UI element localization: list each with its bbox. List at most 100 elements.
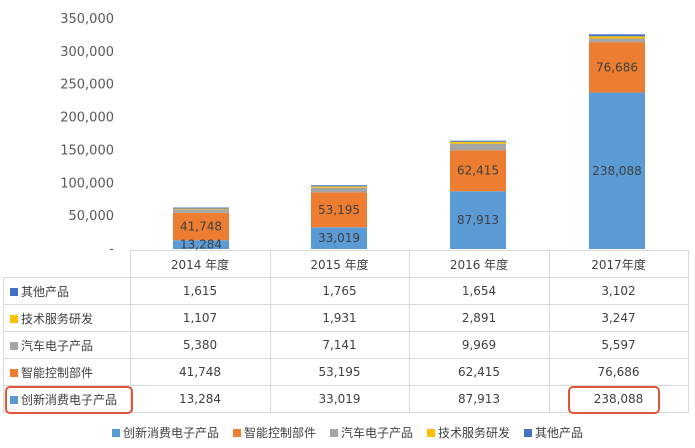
table-cell-value: 62,415 — [408, 358, 550, 386]
legend-label: 汽车电子产品 — [340, 426, 413, 440]
legend-label: 技术服务研发 — [438, 426, 511, 440]
bar-segment — [311, 227, 367, 249]
series-row-header: 智能控制部件 — [3, 358, 131, 386]
y-tick-label: 100,000 — [60, 176, 114, 191]
bar-segment — [589, 42, 645, 93]
highlight-box-row-header — [5, 386, 133, 414]
table-cell-value: 53,195 — [269, 358, 410, 386]
legend-item: 技术服务研发 — [427, 424, 510, 441]
table-cell-value: 1,931 — [269, 304, 410, 332]
data-label: 62,415 — [457, 164, 499, 178]
data-label: 238,088 — [592, 164, 642, 178]
legend: 创新消费电子产品 智能控制部件 汽车电子产品 技术服务研发 其他产品 — [0, 424, 695, 441]
data-table-header-row: 2014 年度 2015 年度 2016 年度 2017年度 — [3, 250, 689, 278]
bar-segment — [589, 36, 645, 39]
legend-label: 智能控制部件 — [243, 426, 316, 440]
data-table-row: 创新消费电子产品 13,284 33,019 87,913 238,088 — [3, 385, 689, 413]
table-cell-value: 87,913 — [408, 385, 550, 413]
table-cell-value: 1,765 — [269, 277, 410, 305]
series-name: 创新消费电子产品 — [21, 392, 118, 407]
bar-segment — [311, 186, 367, 188]
y-tick-label: 50,000 — [69, 209, 115, 224]
y-axis: - 50,000 100,000 150,000 200,000 250,000 300,0… — [60, 12, 114, 250]
bar-segment — [589, 34, 645, 37]
y-tick-label: 350,000 — [60, 12, 114, 27]
table-cell-value: 76,686 — [548, 358, 689, 386]
category-header: 2016 年度 — [408, 250, 550, 278]
data-label: 13,284 — [180, 238, 222, 250]
data-label: 41,748 — [180, 220, 222, 234]
series-row-header: 其他产品 — [3, 277, 131, 305]
highlight-box-2017-value — [568, 386, 660, 414]
bar-segment — [173, 208, 229, 210]
bar-segment — [311, 187, 367, 193]
y-tick-label: 250,000 — [60, 78, 114, 93]
table-cell-value: 3,102 — [548, 277, 689, 305]
table-cell-value: 2,891 — [408, 304, 550, 332]
category-header: 2015 年度 — [269, 250, 410, 278]
series-row-header: 汽车电子产品 — [3, 331, 131, 359]
table-cell-value: 33,019 — [269, 385, 410, 413]
legend-label: 创新消费电子产品 — [122, 426, 219, 440]
data-label: 33,019 — [318, 231, 360, 245]
table-cell-value: 5,380 — [129, 331, 271, 359]
bar-segment — [173, 212, 229, 241]
legend-label: 其他产品 — [535, 426, 584, 440]
table-cell-value: 7,141 — [269, 331, 410, 359]
table-cell-value: 1,107 — [129, 304, 271, 332]
table-cell-value: 1,654 — [408, 277, 550, 305]
series-row-header: 技术服务研发 — [3, 304, 131, 332]
data-label: 53,195 — [318, 203, 360, 217]
bar-segment — [450, 150, 506, 192]
series-name: 汽车电子产品 — [21, 338, 94, 353]
y-tick-label: 150,000 — [60, 143, 114, 158]
data-table-row: 其他产品 1,615 1,765 1,654 3,102 — [3, 277, 689, 305]
y-tick-label: 300,000 — [60, 45, 114, 60]
legend-item: 其他产品 — [524, 424, 583, 441]
bar-segment — [450, 141, 506, 144]
bar-segment — [450, 191, 506, 249]
series-name: 其他产品 — [21, 284, 70, 299]
bar-segment — [311, 185, 367, 187]
data-table-body: 其他产品 1,615 1,765 1,654 3,102 技术服务研发 1,107 1,931… — [3, 277, 689, 413]
series-name: 技术服务研发 — [21, 311, 94, 326]
bar-segment — [450, 140, 506, 142]
data-table-corner — [3, 250, 131, 278]
bar-segment — [173, 240, 229, 249]
data-label: 87,913 — [457, 213, 499, 227]
bar-segment — [173, 209, 229, 213]
category-header: 2017年度 — [548, 250, 689, 278]
series-swatch — [10, 287, 18, 296]
bar-segment — [589, 38, 645, 43]
table-cell-value: 9,969 — [408, 331, 550, 359]
series-swatch — [10, 368, 18, 377]
legend-swatch — [232, 429, 241, 437]
y-tick-label: - — [109, 242, 114, 250]
data-table-row: 智能控制部件 41,748 53,195 62,415 76,686 — [3, 358, 689, 386]
legend-item: 汽车电子产品 — [329, 424, 413, 441]
table-cell-value: 13,284 — [129, 385, 271, 413]
legend-swatch — [111, 429, 120, 437]
y-tick-label: 200,000 — [60, 111, 114, 126]
stacked-bar-chart: - 50,000 100,000 150,000 200,000 250,000 300,0… — [60, 12, 645, 250]
series-swatch — [10, 395, 18, 404]
data-table: 2014 年度 2015 年度 2016 年度 2017年度 其他产品 1,615… — [3, 250, 689, 413]
legend-item: 创新消费电子产品 — [111, 424, 219, 441]
table-cell-value: 41,748 — [129, 358, 271, 386]
table-cell-value: 1,615 — [129, 277, 271, 305]
bar-segment — [173, 207, 229, 209]
data-table-row: 汽车电子产品 5,380 7,141 9,969 5,597 — [3, 331, 689, 359]
legend-item: 智能控制部件 — [232, 424, 316, 441]
series-swatch — [10, 314, 18, 323]
table-cell-value: 3,247 — [548, 304, 689, 332]
category-header: 2014 年度 — [129, 250, 271, 278]
table-cell-value: 5,597 — [548, 331, 689, 359]
bar-segment — [311, 192, 367, 228]
series-name: 智能控制部件 — [21, 365, 94, 380]
bar-value-labels: 13,284 41,748 33,019 53,195 87,913 62,415 238,… — [180, 60, 642, 250]
bar-segment — [450, 143, 506, 151]
bar-segment — [589, 92, 645, 249]
legend-swatch — [329, 429, 338, 437]
bars — [173, 34, 645, 249]
legend-swatch — [427, 429, 435, 437]
